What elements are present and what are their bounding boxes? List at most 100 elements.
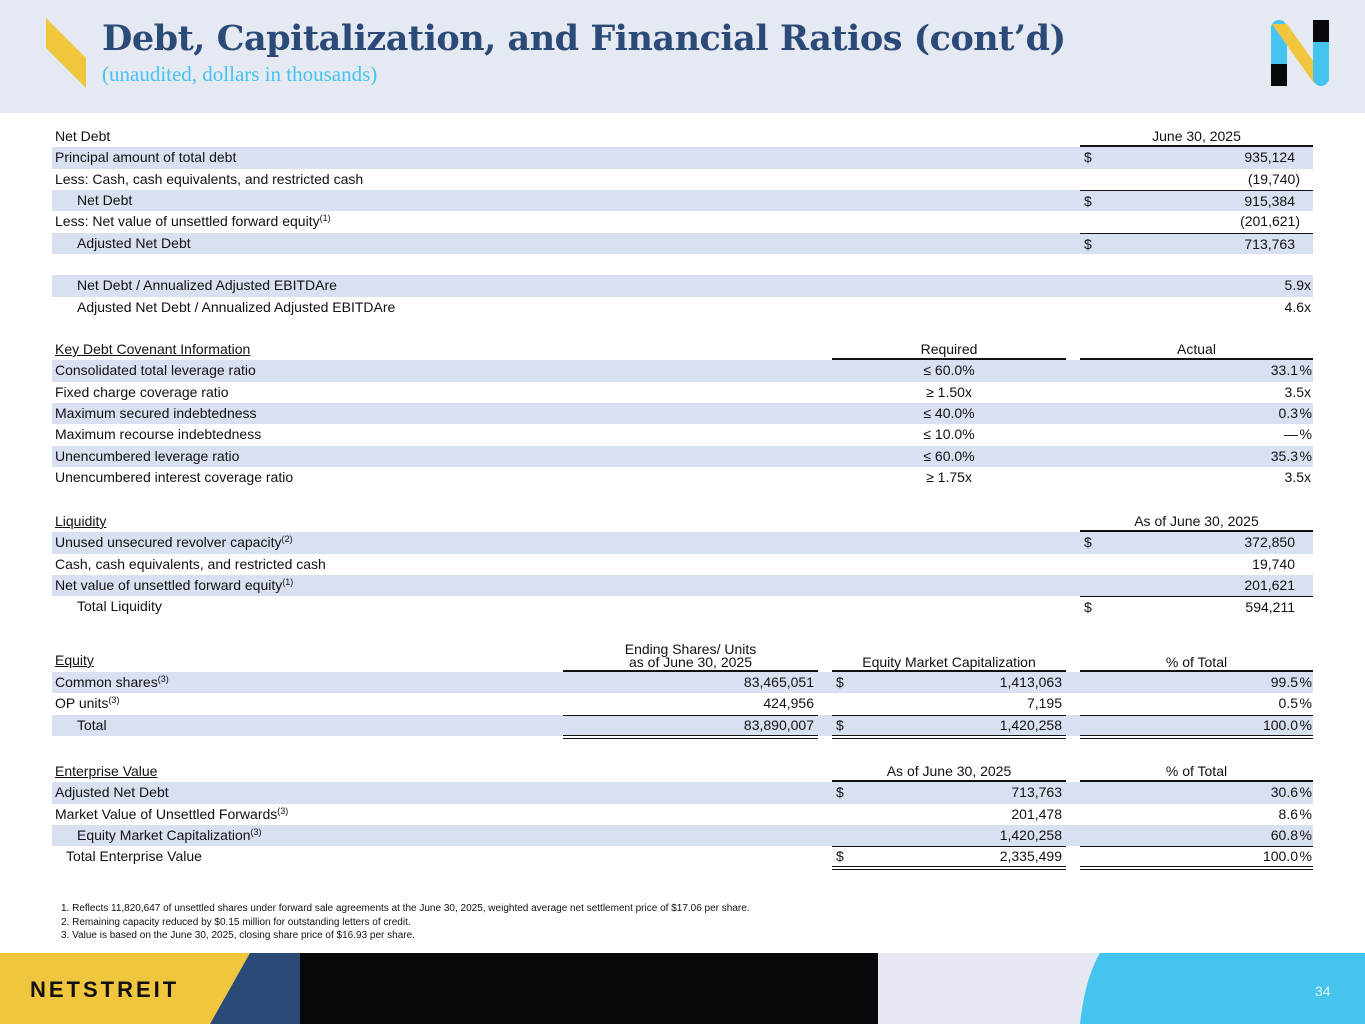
- table-row: Total 83,890,007 $1,420,258 100.0%: [0, 714, 1365, 739]
- row-label: Principal amount of total debt: [55, 149, 237, 166]
- brand-wordmark: NETSTREIT: [30, 977, 180, 1002]
- section-header: Liquidity As of June 30, 2025: [0, 511, 1365, 533]
- value-cell: $935,124: [1080, 147, 1313, 168]
- table-row: Fixed charge coverage ratio ≥ 1.50x 3.5x: [0, 382, 1365, 403]
- value: 201,478: [1011, 805, 1062, 822]
- value: 0.3: [1278, 404, 1298, 421]
- header-band: Debt, Capitalization, and Financial Rati…: [0, 0, 1365, 113]
- value-cell: $372,850: [1080, 532, 1313, 553]
- netstreit-logo-icon: [1271, 20, 1329, 86]
- shares-cell: 83,890,007: [563, 714, 818, 739]
- pct-cell: 99.5%: [1080, 672, 1313, 693]
- section-header: Key Debt Covenant Information Required Act…: [0, 339, 1365, 361]
- dollar-sign: $: [1084, 149, 1092, 166]
- value-cell: $2,335,499: [832, 846, 1066, 871]
- row-label: Total Liquidity: [77, 598, 162, 615]
- value: 4.6x: [1284, 298, 1311, 315]
- column-header: % of Total: [1080, 761, 1313, 783]
- pct-cell: 8.6%: [1080, 804, 1313, 825]
- cap-cell: 7,195: [832, 693, 1066, 714]
- column-header: Required: [832, 339, 1066, 361]
- dollar-sign: $: [836, 716, 844, 733]
- liquidity-section: Liquidity As of June 30, 2025 Unused unsec…: [0, 511, 1365, 618]
- value: 5.9x: [1284, 277, 1311, 294]
- value: 915,384: [1244, 192, 1295, 209]
- table-row: Less: Net value of unsettled forward equ…: [0, 211, 1365, 232]
- row-label: Net Debt / Annualized Adjusted EBITDAre: [77, 277, 337, 294]
- column-header: June 30, 2025: [1080, 126, 1313, 148]
- column-header-line: Ending Shares/ Units: [624, 641, 757, 657]
- footer-band: [0, 953, 1365, 1024]
- row-label: Adjusted Net Debt: [55, 784, 169, 801]
- footnote-ref: (3): [108, 695, 120, 706]
- percent-sign: %: [1299, 404, 1312, 421]
- section-header: Equity Ending Shares/ Units as of June 30,…: [0, 640, 1365, 672]
- value: 1,420,258: [999, 716, 1062, 733]
- table-row: Total Enterprise Value $2,335,499 100.0%: [0, 846, 1365, 871]
- value: 594,211: [1245, 599, 1295, 616]
- footnote-ref: (3): [250, 826, 262, 837]
- table-row: Less: Cash, cash equivalents, and restri…: [0, 169, 1365, 190]
- value: 1,420,258: [999, 826, 1062, 843]
- percent-sign: %: [1299, 716, 1312, 733]
- value: 713,763: [1244, 235, 1295, 252]
- value: 35.3: [1270, 447, 1298, 464]
- row-label: Fixed charge coverage ratio: [55, 383, 229, 400]
- pct-cell: 30.6%: [1080, 782, 1313, 803]
- section-header: Net Debt June 30, 2025: [0, 126, 1365, 148]
- row-label: Market Value of Unsettled Forwards(3): [55, 805, 289, 822]
- value-cell: 19,740: [1080, 554, 1313, 575]
- value-cell: 1,420,258: [832, 825, 1066, 846]
- dollar-sign: $: [1084, 192, 1092, 209]
- row-label: Unencumbered interest coverage ratio: [55, 468, 294, 485]
- equity-section: Equity Ending Shares/ Units as of June 30,…: [0, 640, 1365, 739]
- value: 30.6: [1270, 784, 1298, 801]
- percent-sign: %: [1299, 784, 1312, 801]
- value: 83,890,007: [743, 716, 814, 733]
- percent-sign: %: [1299, 695, 1312, 712]
- footnote: 3. Value is based on the June 30, 2025, …: [61, 930, 415, 941]
- row-label: Unencumbered leverage ratio: [55, 447, 240, 464]
- table-row: Consolidated total leverage ratio ≤ 60.0%…: [0, 360, 1365, 382]
- table-row: Adjusted Net Debt $713,763: [0, 232, 1365, 255]
- table-row: OP units(3) 424,956 7,195 0.5%: [0, 693, 1365, 714]
- dollar-sign: $: [1084, 235, 1092, 252]
- page-title: Debt, Capitalization, and Financial Rati…: [102, 18, 1066, 59]
- table-row: Total Liquidity $594,211: [0, 596, 1365, 617]
- value: 7,195: [1026, 695, 1062, 712]
- value: 83,465,051: [743, 674, 814, 690]
- row-label: Net Debt: [77, 191, 133, 208]
- dollar-sign: $: [836, 674, 844, 690]
- table-row: Unencumbered interest coverage ratio ≥ 1.…: [0, 467, 1365, 488]
- dollar-sign: $: [1084, 534, 1092, 551]
- pct-cell: 0.5%: [1080, 693, 1313, 714]
- value-cell: 201,478: [832, 804, 1066, 825]
- value: 33.1: [1270, 362, 1298, 379]
- column-header: As of June 30, 2025: [832, 761, 1066, 783]
- row-label: Unused unsecured revolver capacity(2): [55, 534, 293, 551]
- row-label: Less: Cash, cash equivalents, and restri…: [55, 170, 364, 187]
- covenant-section: Key Debt Covenant Information Required Act…: [0, 339, 1365, 488]
- pct-cell: 100.0%: [1080, 714, 1313, 739]
- column-header-line: as of June 30, 2025: [629, 654, 752, 670]
- value: 713,763: [1011, 784, 1062, 801]
- required-cell: ≥ 1.50x: [926, 383, 972, 400]
- table-row: Unused unsecured revolver capacity(2) $37…: [0, 532, 1365, 554]
- percent-sign: %: [1299, 805, 1312, 822]
- value: 935,124: [1244, 149, 1295, 166]
- row-label: Adjusted Net Debt: [77, 234, 191, 251]
- row-label: Liquidity: [55, 513, 107, 529]
- table-row: [0, 254, 1365, 275]
- actual-cell: 35.3%: [1080, 446, 1313, 467]
- footnote-ref: (3): [157, 674, 169, 684]
- value: 2,335,499: [999, 848, 1062, 865]
- value: 3.5x: [1284, 383, 1311, 400]
- value-cell: (201,621): [1080, 211, 1313, 232]
- row-label: Maximum secured indebtedness: [55, 404, 257, 421]
- column-header: % of Total: [1080, 640, 1313, 672]
- table-row: Maximum secured indebtedness ≤ 40.0% 0.3%: [0, 402, 1365, 425]
- enterprise-value-section: Enterprise Value As of June 30, 2025 % of …: [0, 761, 1365, 871]
- table-row: Common shares(3) 83,465,051 $1,413,063 99.5…: [0, 672, 1365, 694]
- dollar-sign: $: [836, 784, 844, 801]
- value: 0.5: [1278, 695, 1298, 712]
